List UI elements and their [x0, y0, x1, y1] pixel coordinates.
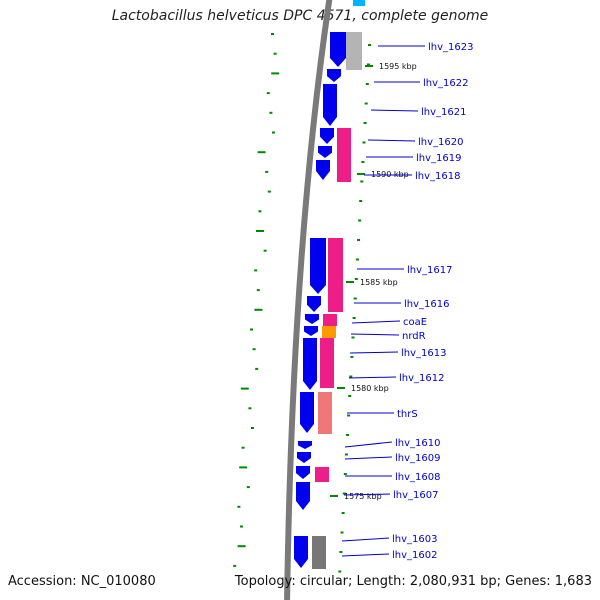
gene-label[interactable]: lhv_1620 — [418, 137, 463, 148]
cds-arrow[interactable] — [296, 466, 310, 479]
gene-label[interactable]: nrdR — [402, 331, 426, 342]
accession-text: Accession: NC_010080 — [8, 574, 156, 589]
scale-kbp-label: 1585 kbp — [360, 278, 398, 287]
cds-arrow[interactable] — [330, 32, 346, 67]
label-leader-line — [341, 553, 390, 557]
gene-label[interactable]: lhv_1603 — [392, 534, 437, 545]
label-leader-line — [370, 109, 419, 112]
gene-label[interactable]: lhv_1617 — [407, 265, 452, 276]
cds-arrow[interactable] — [318, 146, 332, 158]
gene-label[interactable]: lhv_1616 — [404, 299, 449, 310]
label-leader-line — [343, 493, 391, 496]
cog-block[interactable] — [322, 326, 336, 338]
gene-label[interactable]: lhv_1612 — [399, 373, 444, 384]
cog-block[interactable] — [315, 467, 329, 482]
gene-label[interactable]: lhv_1613 — [401, 348, 446, 359]
topology-text: Topology: circular; Length: 2,080,931 bp… — [234, 574, 592, 589]
gene-label[interactable]: lhv_1622 — [423, 78, 468, 89]
gc-skew-track — [233, 33, 280, 567]
cds-arrow[interactable] — [294, 536, 308, 568]
gene-label[interactable]: lhv_1602 — [392, 550, 437, 561]
label-leader-line — [344, 441, 393, 448]
cds-arrow[interactable] — [316, 160, 330, 180]
cds-arrow[interactable] — [320, 128, 334, 144]
gene-label[interactable]: thrS — [397, 409, 418, 420]
gene-label[interactable]: lhv_1619 — [416, 153, 461, 164]
cog-block[interactable] — [328, 238, 343, 312]
gene-label[interactable]: lhv_1610 — [395, 438, 440, 449]
cds-arrow[interactable] — [300, 392, 314, 433]
cog-block[interactable] — [337, 128, 351, 182]
label-leader-line — [348, 376, 397, 379]
cds-arrow[interactable] — [310, 238, 326, 294]
cds-arrow[interactable] — [307, 296, 321, 312]
label-leader-line — [349, 351, 399, 354]
gene-label[interactable]: lhv_1609 — [395, 453, 440, 464]
label-leader-line — [367, 139, 416, 142]
label-leader-line — [344, 456, 393, 460]
label-track: lhv_1623 lhv_1622 lhv_1621 lhv_1620 lhv_1619… — [341, 42, 473, 561]
gene-label[interactable]: coaE — [403, 317, 427, 328]
gene-label[interactable]: lhv_1621 — [421, 107, 466, 118]
scale-kbp-label: 1580 kbp — [351, 384, 389, 393]
gene-label[interactable]: lhv_1623 — [428, 42, 473, 53]
cds-arrow[interactable] — [327, 69, 341, 82]
gene-label[interactable]: lhv_1608 — [395, 472, 440, 483]
label-leader-line — [351, 320, 401, 324]
scale-kbp-label: 1595 kbp — [379, 62, 417, 71]
cog-block[interactable] — [312, 536, 326, 569]
cds-arrow[interactable] — [304, 326, 318, 336]
cog-block[interactable] — [323, 314, 337, 326]
label-leader-line — [341, 537, 390, 542]
cog-block[interactable] — [346, 32, 362, 70]
cds-arrow[interactable] — [296, 482, 310, 510]
feature-track — [294, 0, 365, 569]
cds-arrow[interactable] — [298, 441, 312, 449]
cds-arrow[interactable] — [323, 84, 337, 126]
cds-arrow[interactable] — [303, 338, 317, 390]
map-title: Lactobacillus helveticus DPC 4571, compl… — [111, 8, 489, 24]
cds-arrow[interactable] — [353, 0, 365, 6]
gene-label[interactable]: lhv_1618 — [415, 171, 460, 182]
cog-block[interactable] — [318, 392, 332, 434]
label-leader-line — [350, 333, 400, 336]
scale-kbp-label: 1575 kbp — [344, 492, 382, 501]
cds-arrow[interactable] — [297, 452, 311, 463]
cog-block[interactable] — [320, 338, 334, 388]
backbone-arc — [284, 0, 333, 600]
gene-label[interactable]: lhv_1607 — [393, 490, 438, 501]
cds-arrow[interactable] — [305, 314, 319, 324]
